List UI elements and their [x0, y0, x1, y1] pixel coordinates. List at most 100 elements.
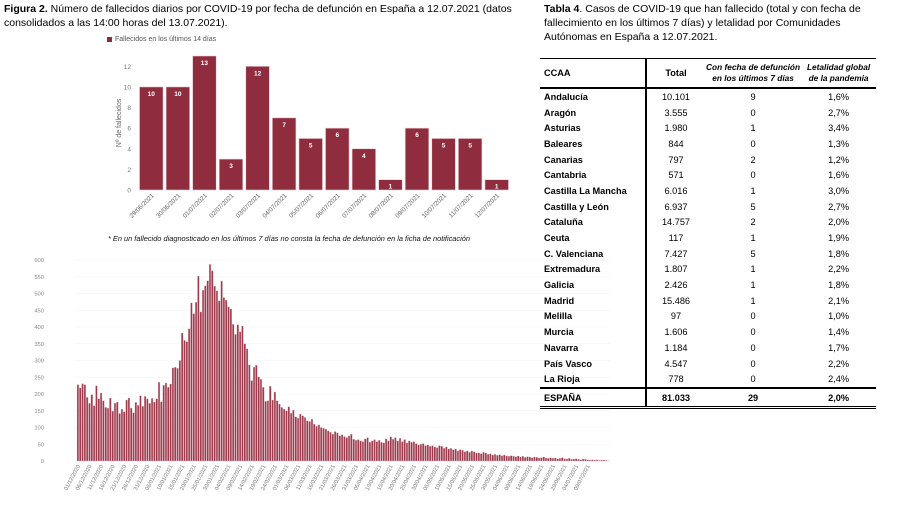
cell-ccaa: Andalucía: [540, 88, 647, 105]
bar: [436, 447, 439, 462]
cell-ccaa: Galicia: [540, 277, 647, 293]
cell-ccaa: Ceuta: [540, 230, 647, 246]
table-row: Cantabria 571 0 1,6%: [540, 167, 876, 184]
chart-legend: Fallecidos en los últimos 14 días: [107, 36, 216, 43]
bar: [313, 423, 316, 462]
x-tick-label: 15/04/2021: [376, 464, 394, 492]
bar: [185, 341, 188, 462]
cell-letalidad: 2,4%: [828, 374, 850, 385]
bar: [79, 387, 82, 462]
x-tick-label: 29/06/2021: [550, 464, 568, 492]
bar: [510, 455, 513, 462]
table-row: Canarias 797 2 1,2%: [540, 151, 876, 168]
cell-letalidad: 3,4%: [828, 123, 850, 134]
bar: [431, 138, 456, 191]
bar: [272, 117, 297, 191]
cell-last7: 5: [750, 248, 756, 259]
y-tick-label: 8: [127, 105, 131, 112]
figure-caption: Figura 2. Número de fallecidos diarios p…: [4, 2, 524, 30]
bar: [586, 459, 589, 462]
bar: [343, 436, 346, 462]
x-tick-label: 05/07/2021: [288, 192, 316, 220]
cell-total: 3.555: [664, 107, 688, 118]
figure-caption-text: Número de fallecidos diarios por COVID-1…: [4, 3, 512, 29]
x-tick-label: 08/07/2021: [368, 192, 396, 220]
bar: [389, 436, 392, 462]
cell-ccaa: Aragón: [540, 104, 647, 121]
bar: [445, 446, 448, 462]
x-tick-label: 10/04/2021: [365, 464, 383, 492]
cell-letalidad: 2,0%: [828, 217, 850, 228]
x-tick-label: 02/07/2021: [208, 192, 236, 220]
bar: [153, 401, 156, 462]
bar: [246, 348, 249, 462]
table-caption-text: . Casos de COVID-19 que han fallecido (t…: [544, 3, 861, 43]
bar: [385, 438, 388, 462]
x-tick-label: 31/12/2020: [133, 464, 151, 492]
bar: [378, 179, 403, 191]
bar: [558, 458, 561, 462]
table-row: Baleares 844 0 1,3%: [540, 136, 876, 152]
x-tick-label: 19/02/2021: [249, 464, 267, 492]
bar: [190, 302, 193, 462]
cell-ccaa: Cataluña: [540, 214, 647, 231]
bar: [118, 413, 121, 462]
y-tick-label: 100: [34, 426, 44, 432]
bar: [475, 452, 478, 462]
bar: [584, 459, 587, 462]
cell-last7: 2: [750, 217, 756, 228]
bar: [285, 410, 288, 462]
table-caption: Tabla 4. Casos de COVID-19 que han falle…: [544, 2, 874, 44]
cell-last7: 5: [750, 201, 756, 212]
bar: [141, 406, 144, 462]
bar: [542, 456, 545, 462]
cell-letalidad: 1,6%: [828, 91, 850, 102]
bar: [422, 443, 425, 462]
x-tick-label: 30/04/2021: [411, 464, 429, 492]
bar: [298, 138, 323, 191]
x-tick-label: 30/06/2021: [155, 192, 183, 220]
table-row: Aragón 3.555 0 2,7%: [540, 104, 876, 121]
bar: [357, 439, 360, 462]
bar: [565, 458, 568, 462]
cell-last7: 9: [750, 91, 756, 102]
bar: [93, 405, 96, 462]
table-row: Extremadura 1.807 1 2,2%: [540, 261, 876, 278]
bar: [234, 334, 237, 462]
bar: [554, 457, 557, 462]
bar: [454, 448, 457, 462]
cell-letalidad: 2,1%: [828, 295, 850, 306]
x-tick-label: 01/07/2021: [182, 192, 210, 220]
bar: [568, 458, 571, 462]
bar: [336, 432, 339, 462]
table-row: Melilla 97 0 1,0%: [540, 308, 876, 325]
bar: [442, 448, 446, 462]
cell-letalidad: 1,4%: [828, 327, 850, 338]
x-tick-label: 24/02/2021: [260, 464, 278, 492]
bar: [507, 456, 511, 462]
bar: [461, 450, 464, 462]
bar: [278, 403, 281, 462]
bar: [561, 457, 564, 462]
bar: [458, 138, 483, 191]
bar: [419, 444, 422, 462]
x-tick-label: 15/01/2021: [168, 464, 186, 492]
bar: [491, 454, 494, 462]
bar: [575, 458, 578, 462]
bar: [264, 401, 267, 462]
x-tick-label: 10/01/2021: [156, 464, 174, 492]
cell-ccaa: La Rioja: [540, 371, 647, 389]
cell-ccaa: Navarra: [540, 340, 647, 356]
header-letalidad: Letalidad global de la pandemia: [801, 58, 876, 89]
bar: [178, 360, 181, 462]
y-tick-label: 150: [34, 409, 44, 415]
bar-value-label: 1: [495, 184, 499, 191]
x-tick-label: 09/02/2021: [226, 464, 244, 492]
bar: [132, 412, 135, 462]
x-tick-label: 25/01/2021: [191, 464, 209, 492]
bar: [429, 446, 432, 462]
bar: [148, 403, 151, 462]
bar: [405, 442, 409, 462]
bar: [308, 421, 311, 462]
cell-last7: 1: [750, 185, 756, 196]
